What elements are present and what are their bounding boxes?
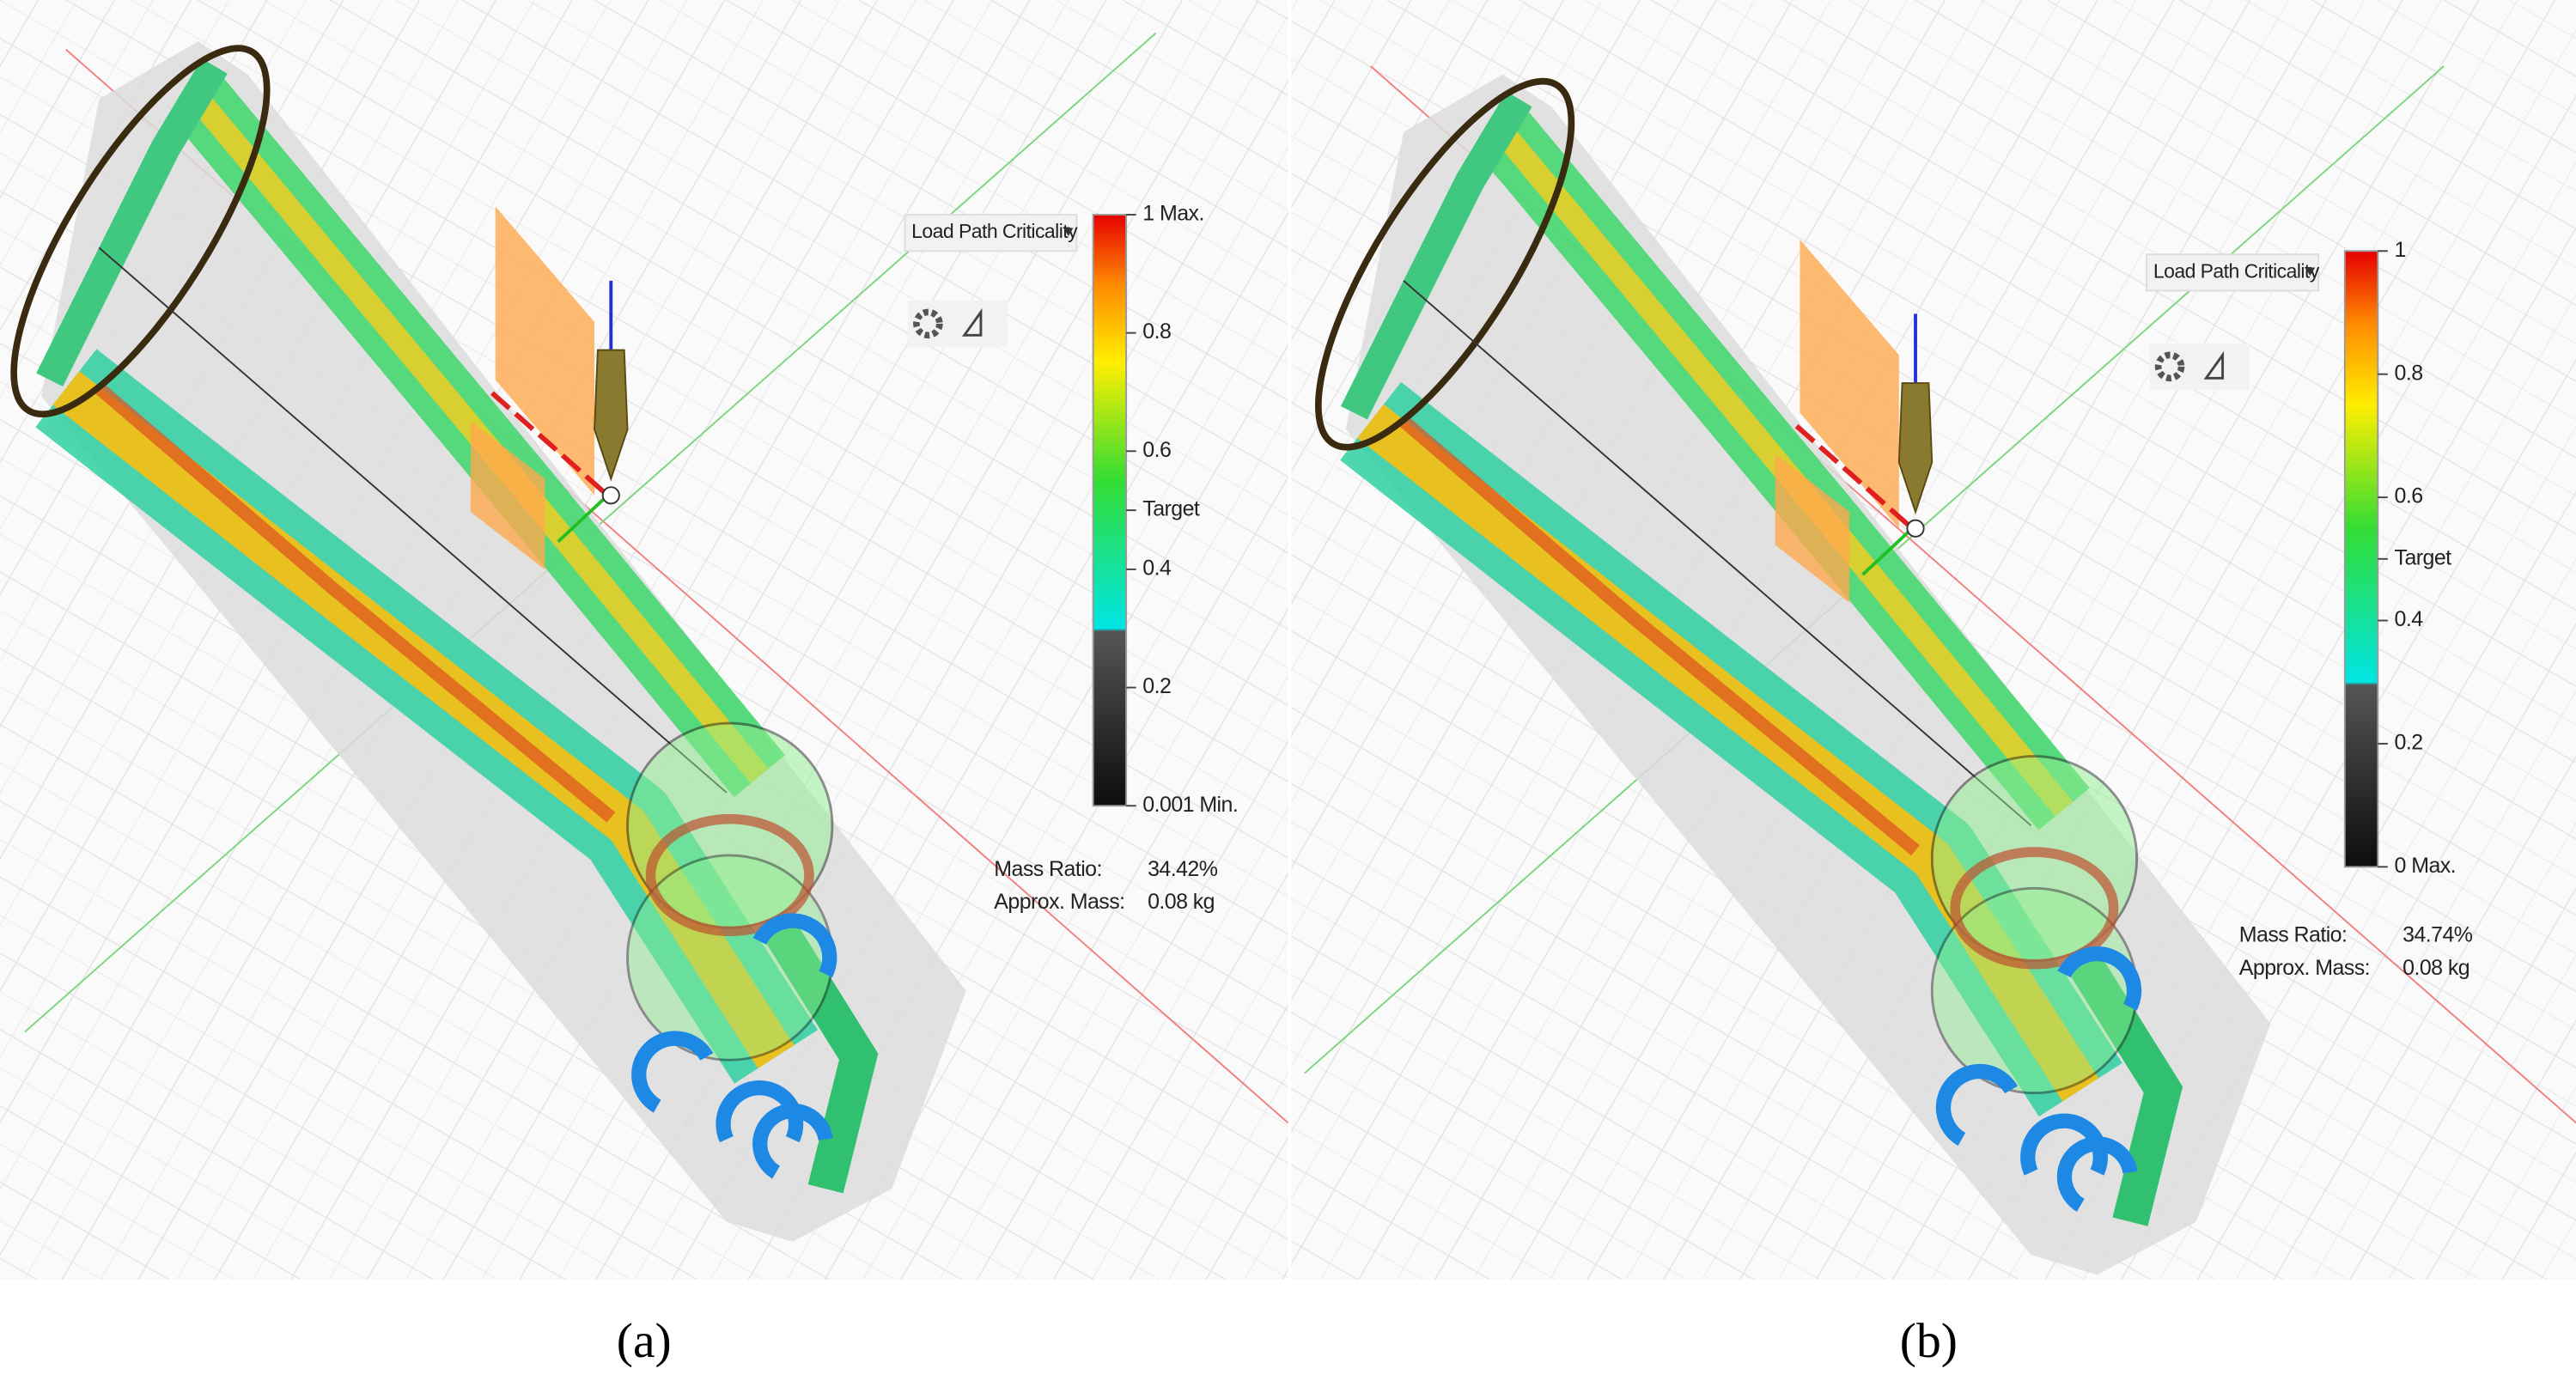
- mass-ratio-value: 34.74%: [2402, 923, 2473, 947]
- colorbar: [1092, 214, 1128, 807]
- settings-icon: [2154, 351, 2185, 382]
- colorbar-label: 1: [2395, 238, 2406, 262]
- colorbar-label: 0.6: [2395, 484, 2423, 508]
- approx-mass-label: Approx. Mass:: [2239, 956, 2370, 980]
- dropdown: [904, 214, 1078, 252]
- dropdown-label: Load Path Criticality: [2153, 259, 2320, 282]
- approx-mass-label: Approx. Mass:: [994, 890, 1124, 914]
- settings-icon: [913, 308, 943, 339]
- colorbar-label: 0.4: [2395, 607, 2424, 631]
- caption: (b): [1900, 1314, 1958, 1368]
- colorbar-label: Target: [2395, 545, 2452, 569]
- colorbar-label: 0.8: [1142, 319, 1171, 344]
- toolbar: [908, 300, 1008, 347]
- colorbar-label: 0.6: [1142, 438, 1171, 462]
- caption: (a): [617, 1314, 672, 1368]
- colorbar-label: Target: [1142, 497, 1200, 521]
- range-icon: [961, 307, 983, 337]
- dropdown: [2146, 253, 2320, 292]
- dropdown-arrow: [2305, 267, 2316, 277]
- colorbar-label: 1 Max.: [1142, 202, 1204, 226]
- dropdown-label: Load Path Criticality: [911, 220, 1078, 242]
- dropdown-arrow: [1063, 228, 1074, 236]
- mass-ratio-value: 34.42%: [1148, 857, 1218, 881]
- colorbar-label: 0.2: [1142, 674, 1171, 698]
- colorbar-label: 0.8: [2395, 361, 2423, 385]
- toolbar: [2150, 343, 2250, 390]
- range-icon: [2203, 350, 2225, 380]
- colorbar-label: 0.4: [1142, 557, 1172, 581]
- mass-ratio-label: Mass Ratio:: [2239, 923, 2348, 947]
- colorbar-label: 0.001 Min.: [1142, 793, 1238, 817]
- approx-mass-value: 0.08 kg: [2402, 956, 2469, 980]
- colorbar-label: 0 Max.: [2395, 854, 2457, 878]
- approx-mass-value: 0.08 kg: [1148, 890, 1215, 914]
- mass-ratio-label: Mass Ratio:: [994, 857, 1102, 881]
- colorbar: [2343, 250, 2379, 868]
- colorbar-label: 0.2: [2395, 731, 2423, 755]
